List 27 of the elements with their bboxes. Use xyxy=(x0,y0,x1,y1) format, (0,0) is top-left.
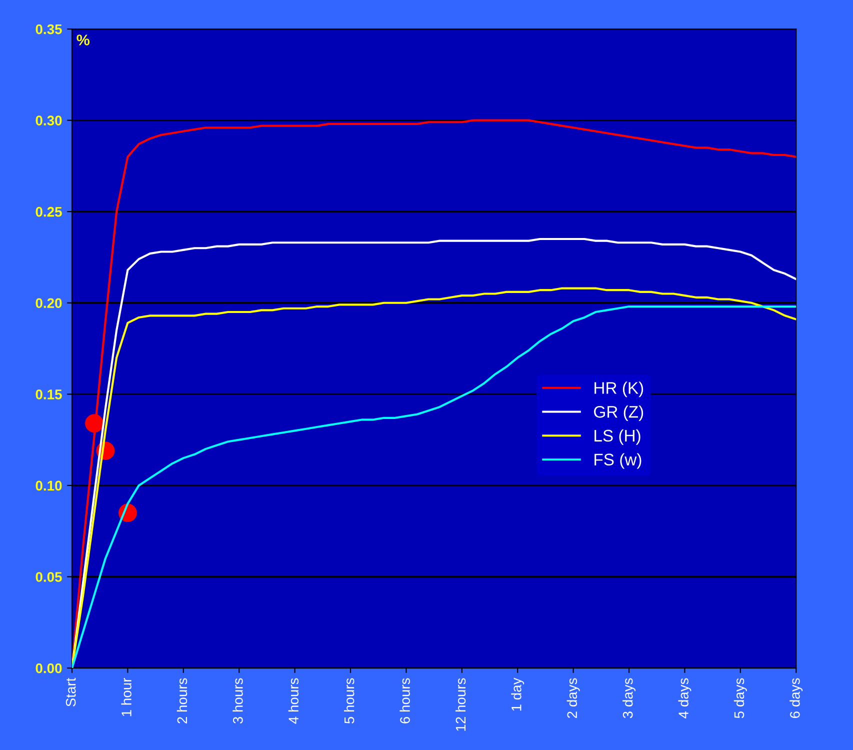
y-tick-label: 0.05 xyxy=(36,572,62,582)
x-tick-label: 4 hours xyxy=(288,678,299,724)
x-tick-label: 5 hours xyxy=(344,678,354,724)
y-axis-title: % xyxy=(76,34,90,46)
x-tick-label: 6 days xyxy=(790,678,803,718)
x-tick-label: 3 hours xyxy=(232,678,243,724)
x-tick-label: Start xyxy=(66,678,76,706)
y-tick-label: 0.00 xyxy=(36,663,62,674)
x-tick-label: 4 days xyxy=(678,678,692,718)
x-tick-label: 5 days xyxy=(734,678,747,718)
y-tick-label: 0.35 xyxy=(36,24,62,34)
x-tick-label: 12 hours xyxy=(455,678,466,731)
y-tick-label: 0.20 xyxy=(36,298,62,308)
legend-label: LS (H) xyxy=(594,429,640,445)
x-tick-label: 2 hours xyxy=(176,678,188,724)
legend-label: GR (Z) xyxy=(594,406,644,422)
y-tick-label: 0.10 xyxy=(36,480,62,491)
y-tick-label: 0.30 xyxy=(36,116,62,126)
legend-label: FS (w) xyxy=(594,453,642,469)
x-tick-label: 1 day xyxy=(511,678,524,711)
y-tick-label: 0.25 xyxy=(36,206,62,217)
y-tick-label: 0.15 xyxy=(36,390,62,400)
x-tick-label: 1 hour xyxy=(121,678,132,716)
x-tick-label: 2 days xyxy=(566,678,580,718)
x-tick-label: 3 days xyxy=(622,678,636,718)
x-tick-label: 6 hours xyxy=(400,678,410,724)
legend-label: HR (K) xyxy=(594,382,644,398)
